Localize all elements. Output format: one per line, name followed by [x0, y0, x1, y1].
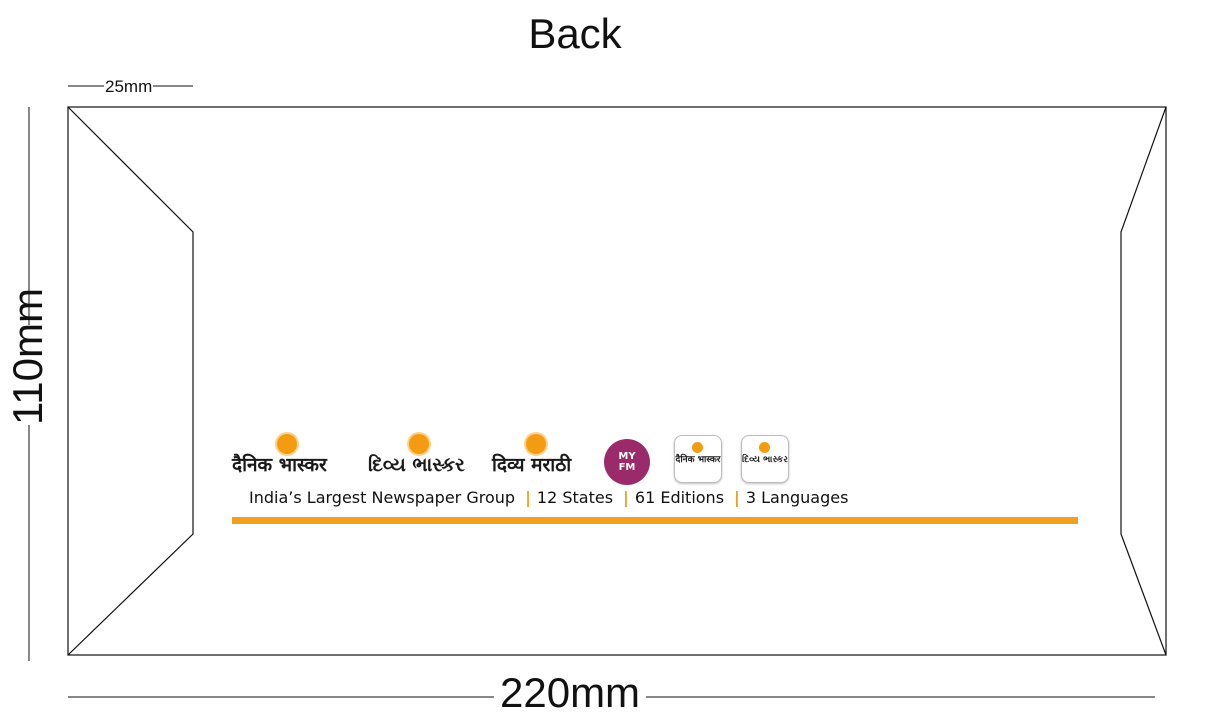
diagram-title: Back: [528, 10, 622, 57]
right-flap: [1120, 106, 1167, 656]
separator: |: [525, 488, 531, 507]
sun-icon: [759, 442, 770, 453]
tagline-editions: 61 Editions: [634, 488, 725, 507]
tagline-group: India’s Largest Newspaper Group: [249, 488, 516, 507]
tagline-languages: 3 Languages: [745, 488, 849, 507]
divya-bhaskar-app-icon: દિવ્ય ભાસ્કર: [741, 435, 789, 483]
dainik-bhaskar-app-label: दैनिक भास्कर: [675, 455, 721, 465]
dainik-bhaskar-app-icon: दैनिक भास्कर: [674, 435, 722, 483]
divya-bhaskar-logo: દિવ્ય ભાસ્કર: [368, 430, 472, 478]
divya-marathi-logo: दिव्य मराठी: [492, 430, 584, 478]
tagline-states: 12 States: [536, 488, 614, 507]
sun-icon: [692, 442, 703, 453]
my-fm-logo: MY FM: [604, 439, 650, 485]
envelope-border: [67, 106, 1167, 656]
separator: |: [734, 488, 740, 507]
dainik-bhaskar-logo: दैनिक भास्कर: [232, 430, 344, 478]
my-fm-wordmark: MY FM: [618, 451, 636, 473]
sun-icon: [277, 434, 297, 454]
sun-icon: [526, 434, 546, 454]
divya-bhaskar-app-label: દિવ્ય ભાસ્કર: [742, 455, 788, 465]
tagline: India’s Largest Newspaper Group | 12 State…: [249, 488, 848, 508]
width-dimension-label: 220mm: [494, 668, 647, 718]
divya-marathi-wordmark: दिव्य मराठी: [492, 454, 572, 476]
left-flap: [67, 106, 194, 656]
sun-icon: [409, 434, 429, 454]
orange-accent-bar: [232, 517, 1078, 524]
flap-dimension-label: 25mm: [104, 77, 154, 97]
separator: |: [623, 488, 629, 507]
divya-bhaskar-wordmark: દિવ્ય ભાસ્કર: [368, 454, 465, 476]
height-dimension-label: 110mm: [4, 288, 51, 425]
dainik-bhaskar-wordmark: दैनिक भास्कर: [232, 454, 327, 476]
